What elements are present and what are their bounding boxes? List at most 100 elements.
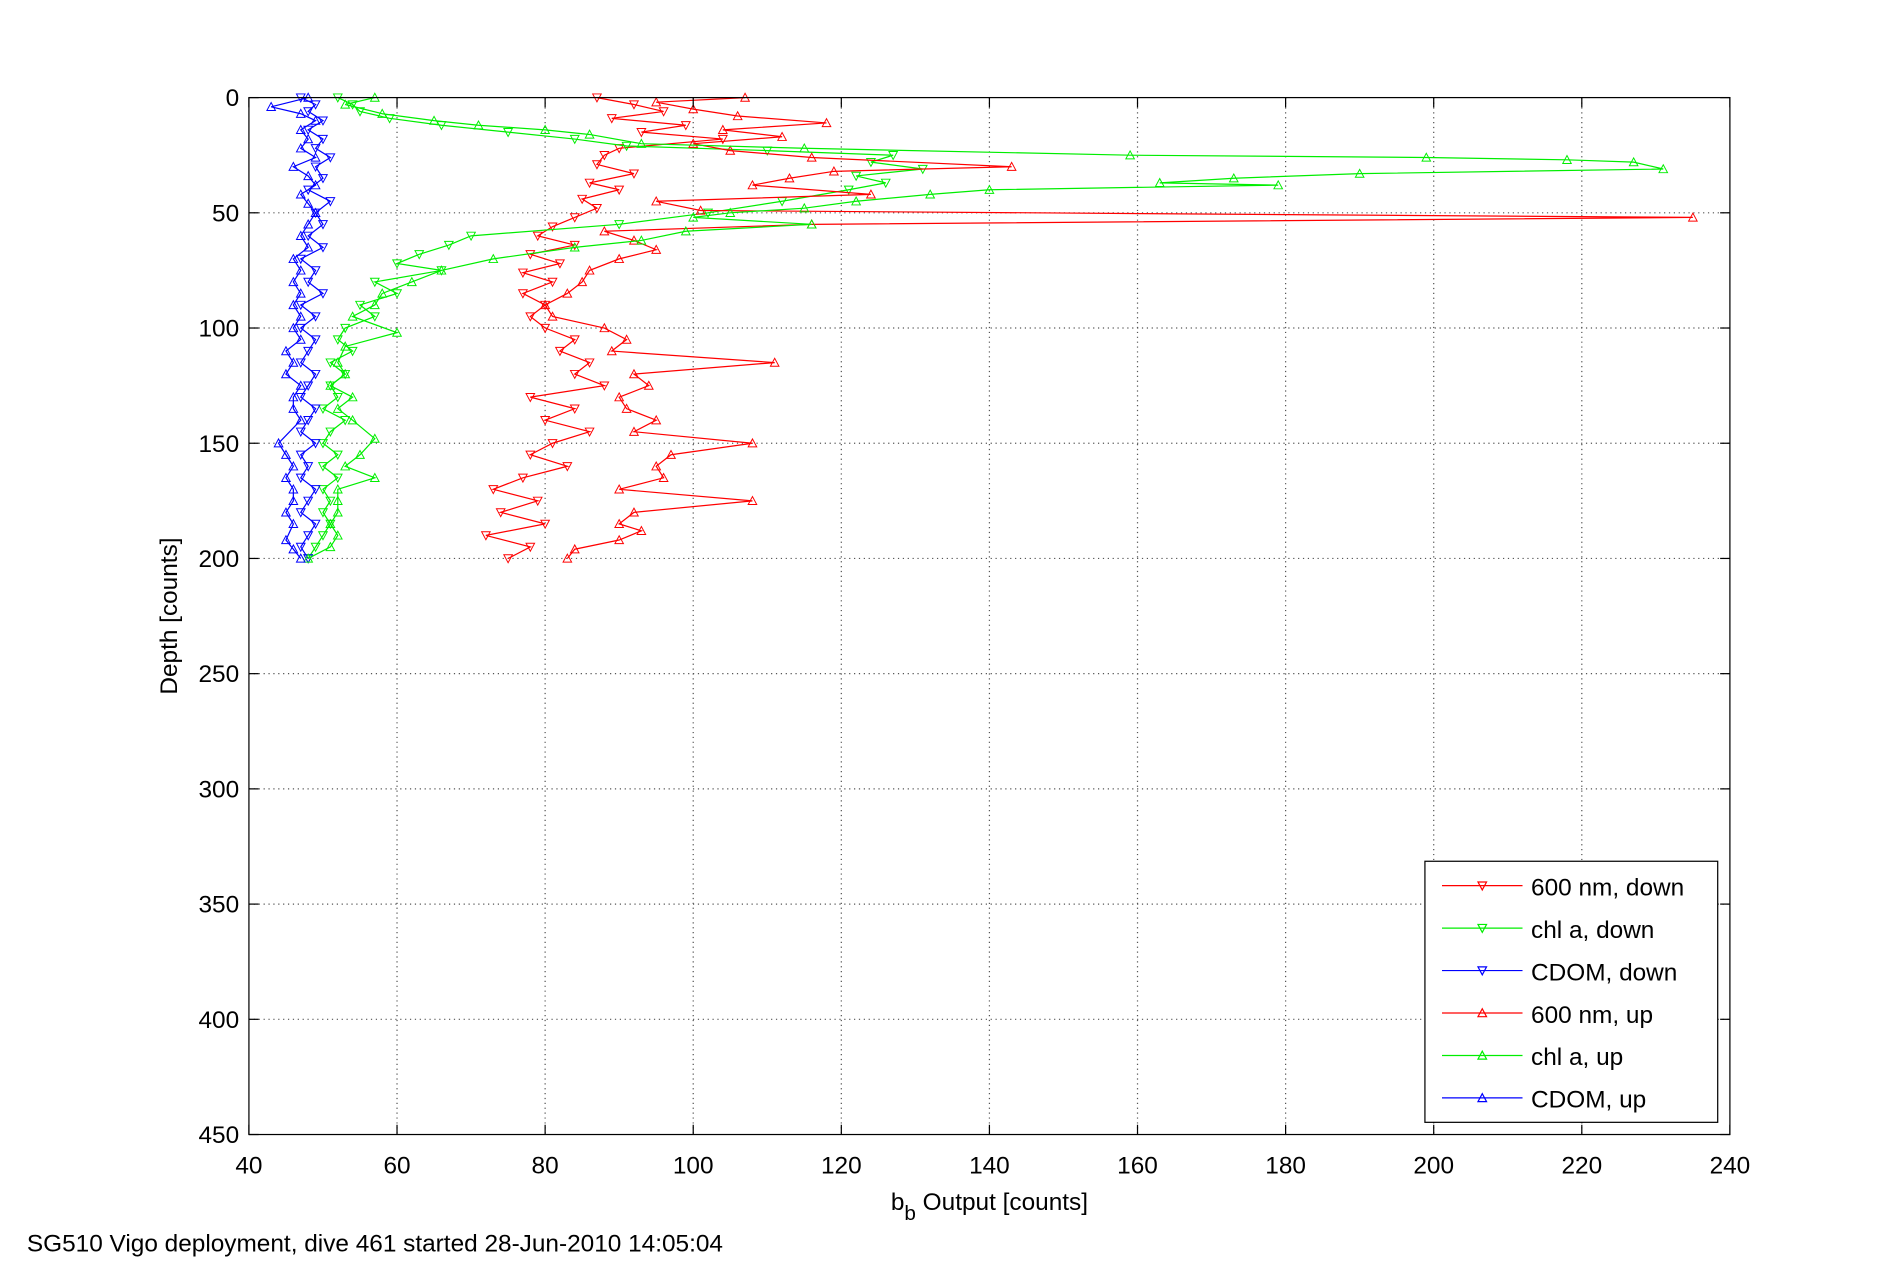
data-point [636, 128, 647, 138]
data-point [525, 250, 536, 260]
data-point [310, 485, 321, 495]
legend-item: 600 nm, up [1442, 1002, 1653, 1029]
legend-marker-icon [1476, 966, 1488, 977]
data-point [414, 250, 425, 260]
data-point [369, 433, 380, 443]
data-point [266, 101, 277, 111]
data-point [295, 124, 306, 135]
legend-label: chl a, up [1531, 1044, 1623, 1071]
series-line [270, 97, 317, 559]
data-point [480, 531, 491, 541]
data-point [325, 518, 336, 529]
data-point [569, 240, 580, 251]
data-point [288, 299, 299, 310]
x-tick-label: 220 [1561, 1153, 1602, 1180]
data-point [651, 460, 662, 471]
y-tick-label: 350 [198, 892, 239, 919]
data-point [332, 335, 343, 345]
x-tick-label: 180 [1265, 1153, 1306, 1180]
x-tick-label: 40 [235, 1153, 262, 1180]
data-point [614, 220, 625, 230]
legend-marker-icon [1476, 1092, 1488, 1103]
data-point [569, 369, 580, 380]
data-point [1628, 156, 1639, 167]
data-point [377, 288, 388, 298]
data-point [540, 323, 551, 334]
legend-item: chl a, up [1442, 1044, 1623, 1071]
data-point [799, 202, 810, 213]
data-point [295, 553, 306, 563]
data-point [369, 312, 380, 322]
data-point [288, 161, 299, 171]
data-point [562, 288, 573, 298]
data-point [310, 207, 321, 217]
data-point [340, 416, 351, 426]
data-point [547, 222, 558, 232]
series-600-nm-up [540, 92, 1698, 563]
data-point [540, 416, 551, 426]
data-point [695, 205, 706, 215]
data-point [317, 116, 329, 126]
data-point [280, 534, 292, 545]
series-line [299, 97, 332, 559]
y-tick-label: 450 [198, 1122, 239, 1149]
data-point [680, 121, 691, 131]
data-point [295, 189, 306, 199]
data-point [636, 138, 647, 148]
data-point [1561, 154, 1573, 164]
data-point [702, 208, 714, 219]
data-point [340, 99, 351, 109]
data-point [547, 439, 558, 449]
data-point [303, 553, 314, 563]
data-point [332, 403, 343, 413]
data-point [614, 484, 625, 494]
data-point [525, 450, 536, 461]
data-point [925, 189, 936, 199]
data-point [584, 178, 595, 189]
data-point [295, 393, 306, 403]
data-point [606, 345, 617, 356]
data-point [280, 368, 292, 379]
data-point [851, 195, 862, 206]
data-point [288, 322, 299, 333]
data-point [717, 134, 728, 145]
data-point [584, 427, 595, 438]
data-point [680, 225, 691, 236]
data-point [332, 393, 343, 403]
series-cdom-up [266, 92, 321, 563]
y-tick-label: 100 [198, 316, 239, 343]
data-point [391, 259, 403, 269]
data-point [347, 346, 358, 357]
data-point [1658, 163, 1669, 174]
data-point [473, 119, 484, 130]
legend: 600 nm, down chl a, down CDOM, down 600 nm,… [1424, 860, 1719, 1123]
y-tick-label: 250 [198, 661, 239, 688]
data-point [303, 231, 314, 242]
data-point [332, 450, 343, 461]
series-line [307, 96, 1664, 559]
legend-label: 600 nm, down [1531, 874, 1684, 901]
data-point [280, 345, 292, 356]
series-lines [266, 92, 1698, 564]
data-point [288, 357, 299, 367]
x-tick-label: 100 [673, 1153, 714, 1180]
data-point [369, 299, 380, 310]
data-point [317, 404, 329, 414]
data-point [391, 327, 403, 337]
data-point [1687, 212, 1698, 222]
data-point [591, 160, 603, 170]
legend-marker-icon [1476, 923, 1488, 934]
data-point [303, 531, 314, 541]
data-point [295, 108, 306, 118]
data-point [303, 125, 314, 136]
legend-label: CDOM, up [1531, 1087, 1646, 1114]
data-point [332, 484, 343, 494]
data-point [317, 134, 329, 145]
data-point [288, 495, 299, 505]
legend-label: CDOM, down [1531, 959, 1677, 986]
data-point [428, 115, 440, 125]
data-point [1125, 149, 1136, 160]
data-point [347, 311, 358, 321]
data-point [517, 289, 528, 299]
legend-item: 600 nm, down [1442, 874, 1684, 901]
